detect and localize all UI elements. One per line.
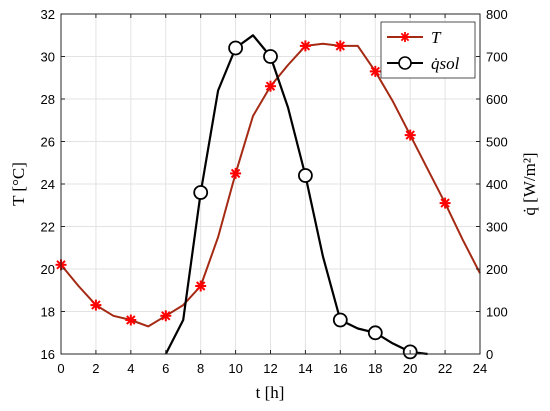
asterisk-stroke xyxy=(230,168,241,179)
asterisk-stroke xyxy=(195,281,206,291)
y-right-tick-label: 200 xyxy=(486,262,508,277)
y-left-tick-label: 32 xyxy=(41,7,55,22)
y-left-tick-label: 30 xyxy=(41,50,55,65)
y-right-tick-label: 700 xyxy=(486,50,508,65)
series-qsol-point xyxy=(367,325,383,341)
y-right-tick-label: 500 xyxy=(486,135,508,150)
left-y-axis-title: T [°C] xyxy=(9,162,28,206)
x-tick-label: 14 xyxy=(298,361,312,376)
legend-T-marker xyxy=(400,32,410,42)
x-tick-label: 12 xyxy=(263,361,277,376)
series-T-point xyxy=(369,65,381,77)
series-T-point xyxy=(299,40,311,52)
y-left-tick-label: 28 xyxy=(41,92,55,107)
series-qsol-point xyxy=(332,312,348,328)
series-T-point xyxy=(404,129,416,141)
series-qsol-point xyxy=(228,40,244,56)
y-left-tick-label: 22 xyxy=(41,220,55,235)
axis-ticks: 0 2 4 6 8 10 12 14 16 18 20 22 241618202224262830320… xyxy=(41,7,508,376)
x-tick-label: 10 xyxy=(228,361,242,376)
x-tick-label: 22 xyxy=(438,361,452,376)
y-right-tick-label: 600 xyxy=(486,92,508,107)
y-left-tick-label: 16 xyxy=(41,347,55,362)
x-tick-label: 0 xyxy=(57,361,64,376)
x-tick-label: 4 xyxy=(127,361,134,376)
y-left-tick-label: 24 xyxy=(41,177,55,192)
series-qsol-point xyxy=(297,168,313,183)
series-T-point xyxy=(125,314,137,326)
asterisk-stroke xyxy=(161,311,171,321)
y-right-tick-label: 300 xyxy=(486,220,508,235)
legend-qsol-marker xyxy=(398,56,412,70)
legend-T-label: T xyxy=(431,28,442,47)
asterisk-stroke xyxy=(126,315,136,325)
y-right-tick-label: 800 xyxy=(486,7,508,22)
y-right-tick-label: 100 xyxy=(486,305,508,320)
y-right-tick-label: 0 xyxy=(486,347,493,362)
series-T-point xyxy=(265,80,276,92)
y-right-tick-label: 400 xyxy=(486,177,508,192)
y-left-tick-label: 18 xyxy=(41,305,55,320)
series-qsol-point xyxy=(193,185,209,200)
series-T-point xyxy=(439,197,451,209)
y-left-tick-label: 20 xyxy=(41,262,55,277)
series-T-point xyxy=(334,40,346,52)
right-y-axis-title: q̇ [W/m²] xyxy=(520,152,539,215)
asterisk-stroke xyxy=(440,198,450,208)
x-tick-label: 24 xyxy=(473,361,487,376)
x-tick-label: 18 xyxy=(368,361,382,376)
series-T-point xyxy=(195,280,207,292)
asterisk-stroke xyxy=(91,300,101,310)
series-T-point xyxy=(160,310,172,322)
series-qsol-line xyxy=(164,34,428,356)
legend-qsol-label: q̇sol xyxy=(431,54,460,73)
x-tick-label: 8 xyxy=(197,361,204,376)
legend-box xyxy=(380,21,476,79)
x-tick-label: 2 xyxy=(92,361,99,376)
asterisk-stroke xyxy=(300,41,311,51)
series-layer xyxy=(55,34,481,360)
asterisk-stroke xyxy=(370,66,381,77)
x-axis-title: t [h] xyxy=(256,383,285,402)
y-left-tick-label: 26 xyxy=(41,135,55,150)
series-qsol-point xyxy=(263,49,278,64)
x-tick-label: 6 xyxy=(162,361,169,376)
series-T-point xyxy=(90,299,102,311)
series-T-point xyxy=(230,167,242,179)
x-tick-label: 20 xyxy=(403,361,417,376)
asterisk-stroke xyxy=(405,130,415,140)
x-tick-label: 16 xyxy=(333,361,347,376)
asterisk-stroke xyxy=(335,41,346,51)
asterisk-stroke xyxy=(265,81,276,91)
legend: T q̇sol xyxy=(380,21,476,79)
